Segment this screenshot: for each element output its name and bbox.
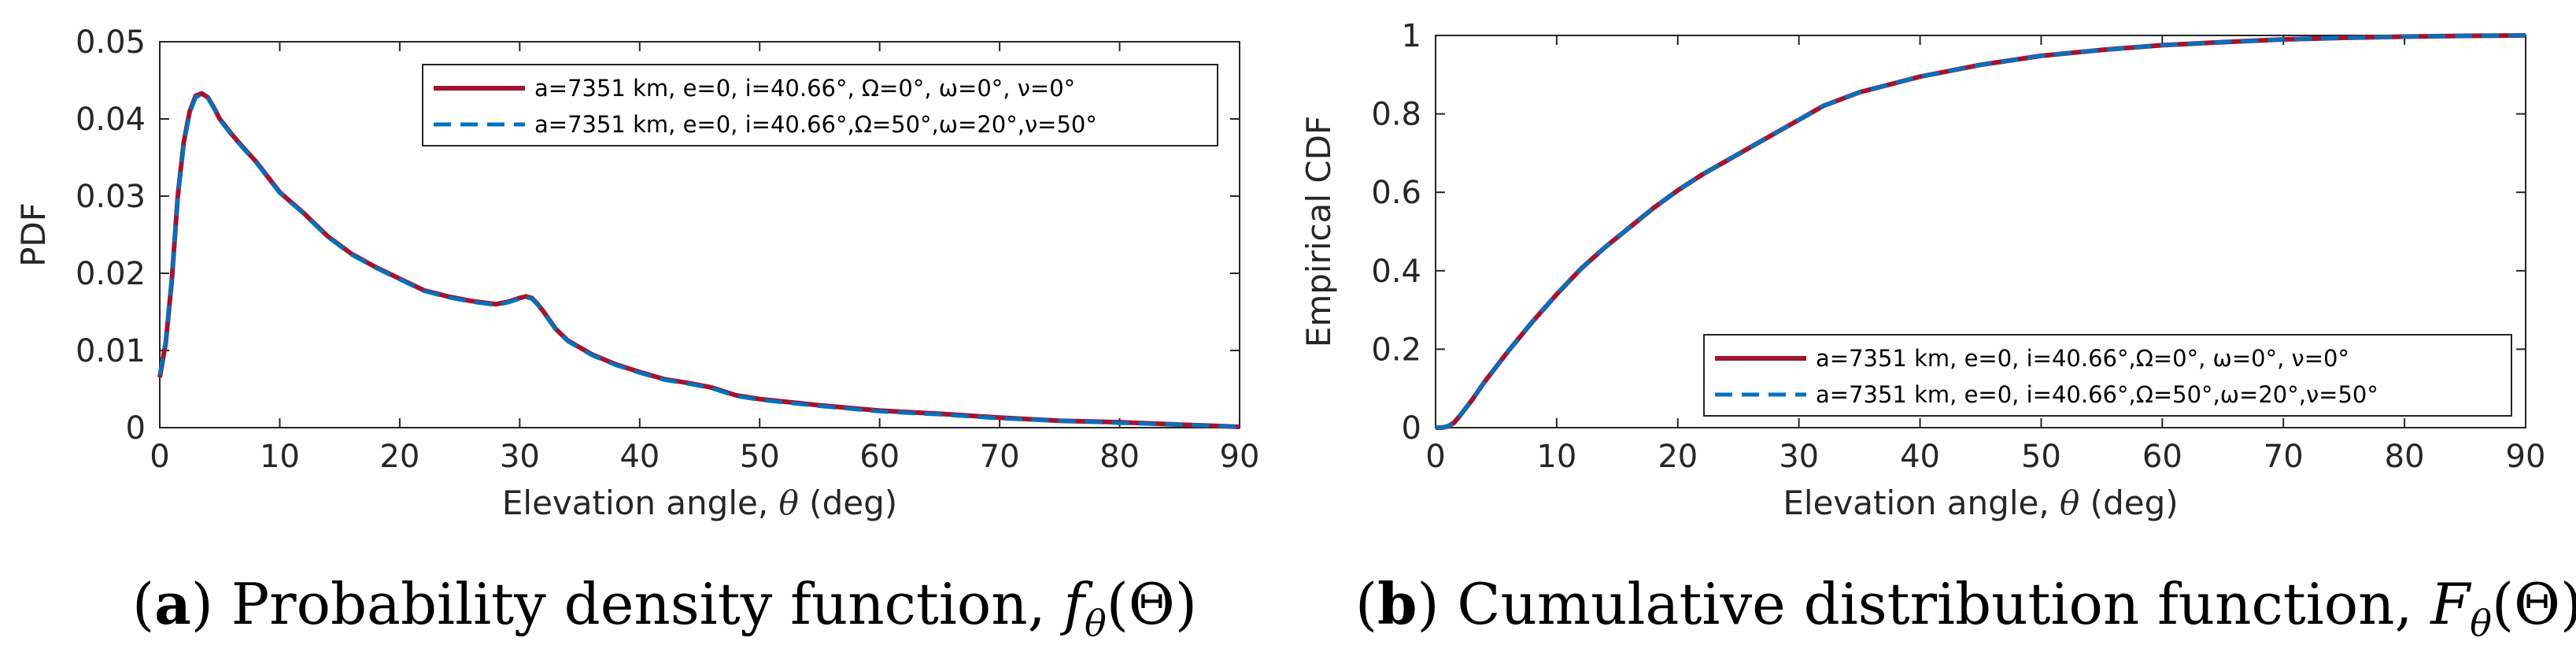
legend-label-1: a=7351 km, e=0, i=40.66°, Ω=0°, ω=0°, ν=… (534, 75, 1075, 102)
caption-a-sub: θ (1085, 602, 1107, 645)
x-axis-label-prefix: Elevation angle, (1783, 484, 2060, 522)
y-tick-label: 0.6 (1371, 175, 1421, 211)
x-tick-label: 10 (1536, 439, 1576, 475)
caption-b-label: b (1377, 570, 1417, 637)
x-tick-label: 80 (1100, 439, 1140, 475)
plot-area-cdf (1435, 35, 2526, 428)
caption-a: (a) Probability density function, fθ(Θ) (132, 570, 1197, 645)
y-tick-label: 0.02 (76, 256, 146, 292)
x-tick-label: 90 (1220, 439, 1260, 475)
x-axis-label-symbol: θ (2060, 484, 2079, 522)
legend-label-2: a=7351 km, e=0, i=40.66°,Ω=50°,ω=20°,ν=5… (1816, 381, 2378, 408)
legend-label-2: a=7351 km, e=0, i=40.66°,Ω=50°,ω=20°,ν=5… (534, 111, 1097, 138)
x-tick-label: 10 (260, 439, 300, 475)
series-line-2 (157, 92, 1240, 429)
chart-pdf: 0 10 20 30 40 50 60 70 80 90 0 0.01 0.02 0.03 0.04 0.05… (14, 24, 1259, 522)
x-tick-label: 40 (619, 439, 660, 475)
chart-cdf: 0 10 20 30 40 50 60 70 80 90 0 0.2 0.4 0.6 0.8 1 Elevati… (1299, 18, 2545, 522)
legend-cdf: a=7351 km, e=0, i=40.66°,Ω=0°, ω=0°, ν=0… (1703, 334, 2512, 417)
series-line-2 (1436, 33, 2526, 430)
legend-box (422, 64, 1218, 146)
x-axis-label: Elevation angle, θ (deg) (502, 484, 897, 522)
y-axis-label: PDF (14, 202, 53, 267)
x-tick-label: 20 (379, 439, 419, 475)
legend-label-1: a=7351 km, e=0, i=40.66°,Ω=0°, ω=0°, ν=0… (1816, 345, 2349, 372)
x-tick-label: 80 (2385, 439, 2425, 475)
y-tick-label: 0.01 (76, 333, 146, 369)
y-tick-label: 0.2 (1371, 332, 1421, 368)
caption-b-sub: θ (2470, 602, 2492, 645)
x-tick-label: 20 (1658, 439, 1698, 475)
x-tick-label: 70 (2264, 439, 2304, 475)
y-axis-label: Empirical CDF (1299, 116, 1338, 347)
x-tick-label: 30 (1779, 439, 1819, 475)
caption-b-arg: (Θ) (2491, 571, 2576, 637)
x-tick-label: 50 (2021, 439, 2061, 475)
caption-b: (b) Cumulative distribution function, Fθ… (1355, 570, 2576, 644)
x-tick-label: 70 (980, 439, 1020, 475)
x-tick-label: 0 (1425, 439, 1445, 475)
x-tick-label: 90 (2506, 439, 2546, 475)
y-tick-label: 0 (126, 410, 146, 447)
x-axis-label-symbol: θ (779, 484, 799, 522)
y-tick-label: 0.4 (1371, 254, 1421, 290)
legend-box (1703, 334, 2512, 417)
y-tick-label: 0.03 (76, 179, 146, 215)
y-tick-label: 0.04 (76, 102, 146, 138)
caption-b-func: F (2430, 571, 2471, 637)
x-tick-label: 60 (2142, 439, 2182, 475)
series-line-1 (157, 91, 1240, 429)
caption-b-text: Cumulative distribution function, (1439, 571, 2431, 637)
x-axis-label-prefix: Elevation angle, (502, 484, 779, 522)
x-axis-label-suffix: (deg) (799, 484, 897, 522)
x-tick-label: 30 (500, 439, 540, 475)
y-tick-label: 0 (1402, 410, 1421, 447)
legend-pdf: a=7351 km, e=0, i=40.66°, Ω=0°, ω=0°, ν=… (422, 64, 1218, 146)
caption-a-text: Probability density function, (213, 571, 1064, 637)
y-tick-label: 1 (1402, 18, 1421, 54)
y-tick-label: 0.8 (1371, 97, 1421, 133)
y-tick-label: 0.05 (76, 24, 146, 61)
x-tick-label: 60 (859, 439, 900, 475)
caption-a-arg: (Θ) (1106, 571, 1197, 637)
x-tick-label: 0 (150, 439, 169, 475)
x-axis-label-suffix: (deg) (2079, 484, 2178, 522)
x-tick-label: 50 (740, 439, 780, 475)
caption-a-label: a (154, 570, 191, 637)
plot-area-pdf (159, 41, 1240, 428)
x-tick-label: 40 (1900, 439, 1940, 475)
x-axis-label: Elevation angle, θ (deg) (1783, 484, 2178, 522)
caption-a-func: f (1063, 571, 1085, 637)
